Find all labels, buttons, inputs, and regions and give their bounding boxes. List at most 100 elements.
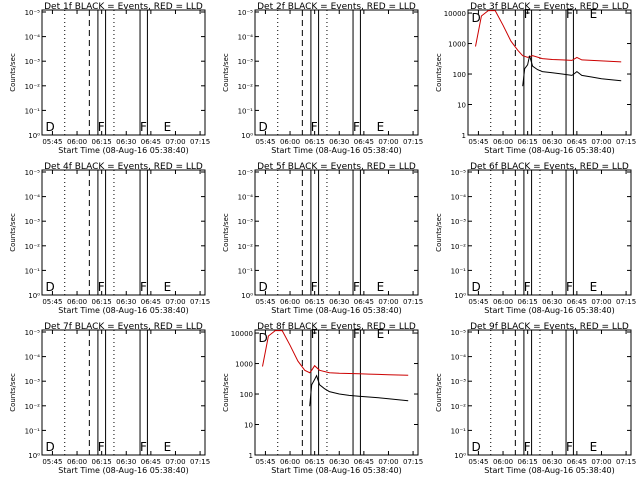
chart-title: Det 9f BLACK = Events, RED = LLD bbox=[470, 322, 629, 332]
y-tick-label: 10⁻⁴ bbox=[25, 34, 41, 42]
y-tick-label: 10⁻⁵ bbox=[451, 329, 467, 337]
x-tick-label: 06:00 bbox=[493, 458, 513, 466]
y-tick-label: 10⁻¹ bbox=[25, 427, 41, 435]
chart-panel-1: Det 1f BLACK = Events, RED = LLD 05:45 06:… bbox=[9, 2, 210, 155]
event-marker-label: E bbox=[164, 440, 172, 454]
plot-frame bbox=[254, 9, 419, 136]
x-tick-label: 07:00 bbox=[165, 458, 185, 466]
chart-title: Det 6f BLACK = Events, RED = LLD bbox=[470, 162, 629, 172]
y-tick-label: 10⁰ bbox=[454, 452, 466, 460]
series-line-events bbox=[522, 55, 622, 87]
chart-panel-2: Det 2f BLACK = Events, RED = LLD 05:45 06:… bbox=[222, 2, 423, 155]
x-tick-label: 05:45 bbox=[255, 138, 275, 146]
y-tick-label: 10⁻¹ bbox=[451, 267, 467, 275]
x-axis-label: Start Time (08-Aug-16 05:38:40) bbox=[58, 306, 189, 315]
y-tick-label: 10⁻¹ bbox=[238, 107, 254, 115]
series-line-events bbox=[309, 374, 409, 407]
chart-title: Det 2f BLACK = Events, RED = LLD bbox=[257, 2, 416, 12]
x-tick-label: 06:15 bbox=[305, 138, 325, 146]
y-tick-label: 10⁻⁴ bbox=[25, 354, 41, 362]
x-tick-label: 06:15 bbox=[518, 298, 538, 306]
event-marker-label: F bbox=[353, 327, 360, 341]
y-axis-label: Counts/sec bbox=[9, 213, 17, 252]
x-tick-label: 06:15 bbox=[92, 458, 112, 466]
x-tick-label: 06:00 bbox=[280, 298, 300, 306]
y-tick-label: 10⁰ bbox=[241, 292, 253, 300]
y-tick-label: 10⁻⁵ bbox=[25, 9, 41, 17]
event-marker-label: E bbox=[377, 120, 385, 134]
y-tick-label: 10⁰ bbox=[28, 132, 40, 140]
y-tick-label: 10 bbox=[244, 422, 253, 430]
y-tick-label: 10⁻¹ bbox=[25, 107, 41, 115]
y-tick-label: 10⁻² bbox=[25, 83, 41, 91]
x-tick-label: 06:15 bbox=[92, 298, 112, 306]
x-tick-label: 06:00 bbox=[280, 458, 300, 466]
y-tick-label: 10⁻³ bbox=[238, 218, 254, 226]
y-tick-label: 10⁻¹ bbox=[451, 427, 467, 435]
x-tick-label: 06:30 bbox=[116, 458, 136, 466]
chart-panel-7: Det 7f BLACK = Events, RED = LLD 05:45 06:… bbox=[9, 322, 210, 475]
y-tick-label: 10⁰ bbox=[28, 452, 40, 460]
x-tick-label: 07:00 bbox=[378, 298, 398, 306]
event-marker-label: F bbox=[140, 440, 147, 454]
x-tick-label: 07:00 bbox=[591, 298, 611, 306]
y-tick-label: 100 bbox=[240, 391, 253, 399]
y-tick-label: 1000 bbox=[235, 361, 253, 369]
event-marker-label: F bbox=[566, 7, 573, 21]
event-marker-label: F bbox=[311, 327, 318, 341]
event-marker-label: F bbox=[98, 120, 105, 134]
event-marker-label: E bbox=[590, 440, 598, 454]
y-tick-label: 10⁰ bbox=[241, 132, 253, 140]
x-tick-label: 05:45 bbox=[42, 458, 62, 466]
y-axis-label: Counts/sec bbox=[435, 373, 443, 412]
x-tick-label: 07:15 bbox=[616, 458, 636, 466]
plot-frame bbox=[41, 329, 206, 456]
chart-panel-5: Det 5f BLACK = Events, RED = LLD 05:45 06:… bbox=[222, 162, 423, 315]
event-marker-label: E bbox=[377, 280, 385, 294]
y-tick-label: 10⁻³ bbox=[25, 58, 41, 66]
y-tick-label: 10⁻⁵ bbox=[25, 329, 41, 337]
event-marker-label: F bbox=[140, 280, 147, 294]
y-tick-label: 10⁻² bbox=[451, 403, 467, 411]
event-marker-label: F bbox=[524, 280, 531, 294]
y-tick-label: 10⁻³ bbox=[238, 58, 254, 66]
chart-title: Det 8f BLACK = Events, RED = LLD bbox=[257, 322, 416, 332]
y-tick-label: 10⁻⁵ bbox=[451, 169, 467, 177]
event-marker-label: F bbox=[311, 120, 318, 134]
x-tick-label: 06:00 bbox=[67, 298, 87, 306]
event-marker-label: D bbox=[259, 280, 268, 294]
x-axis-label: Start Time (08-Aug-16 05:38:40) bbox=[484, 466, 615, 475]
x-tick-label: 06:30 bbox=[542, 298, 562, 306]
x-tick-label: 06:30 bbox=[329, 458, 349, 466]
event-marker-label: F bbox=[524, 440, 531, 454]
x-tick-label: 07:15 bbox=[403, 458, 423, 466]
event-marker-label: E bbox=[590, 280, 598, 294]
x-tick-label: 06:00 bbox=[493, 138, 513, 146]
x-tick-label: 06:15 bbox=[518, 138, 538, 146]
y-tick-label: 10⁻⁵ bbox=[25, 169, 41, 177]
y-tick-label: 10⁻³ bbox=[451, 378, 467, 386]
x-tick-label: 06:30 bbox=[116, 138, 136, 146]
y-tick-label: 10⁻⁴ bbox=[451, 194, 467, 202]
x-tick-label: 07:00 bbox=[378, 458, 398, 466]
y-tick-label: 10⁰ bbox=[28, 292, 40, 300]
event-marker-label: E bbox=[164, 280, 172, 294]
chart-title: Det 5f BLACK = Events, RED = LLD bbox=[257, 162, 416, 172]
x-tick-label: 05:45 bbox=[255, 298, 275, 306]
y-tick-label: 10⁻³ bbox=[25, 378, 41, 386]
event-marker-label: F bbox=[140, 120, 147, 134]
y-tick-label: 10⁻³ bbox=[25, 218, 41, 226]
x-tick-label: 06:00 bbox=[67, 458, 87, 466]
x-axis-label: Start Time (08-Aug-16 05:38:40) bbox=[484, 146, 615, 155]
x-tick-label: 07:00 bbox=[591, 138, 611, 146]
plot-frame bbox=[467, 169, 632, 296]
x-tick-label: 06:45 bbox=[354, 458, 374, 466]
y-tick-label: 10⁻¹ bbox=[238, 267, 254, 275]
x-tick-label: 06:30 bbox=[542, 458, 562, 466]
x-tick-label: 05:45 bbox=[468, 138, 488, 146]
x-tick-label: 06:15 bbox=[305, 458, 325, 466]
chart-title: Det 4f BLACK = Events, RED = LLD bbox=[44, 162, 203, 172]
y-tick-label: 10⁻⁴ bbox=[238, 34, 254, 42]
x-tick-label: 05:45 bbox=[42, 138, 62, 146]
y-axis-label: Counts/sec bbox=[222, 53, 230, 92]
